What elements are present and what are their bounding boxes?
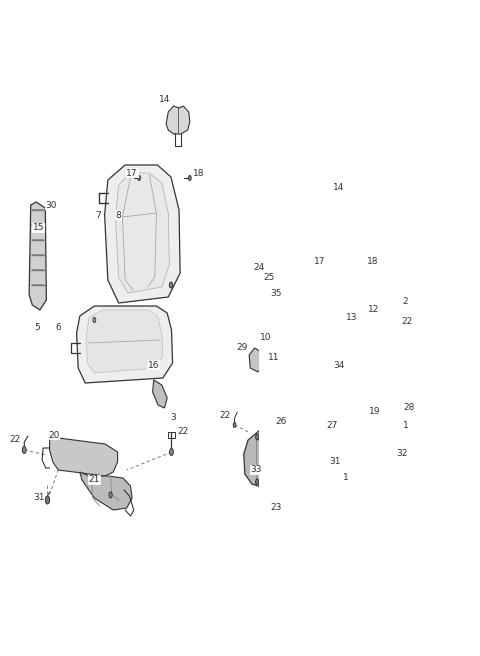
Polygon shape [332,182,353,208]
Text: 14: 14 [333,184,344,192]
Polygon shape [409,412,420,432]
Text: 20: 20 [48,430,60,440]
Polygon shape [374,315,385,336]
Polygon shape [29,202,47,310]
Text: 22: 22 [220,411,231,419]
Circle shape [189,176,191,180]
Polygon shape [262,494,290,518]
Text: 3: 3 [171,413,177,422]
Text: 1: 1 [343,474,349,483]
Circle shape [261,489,265,495]
Text: 35: 35 [270,289,282,298]
Text: 19: 19 [369,407,381,417]
Text: 6: 6 [55,323,61,333]
Circle shape [93,318,96,323]
Text: 30: 30 [46,201,57,209]
Polygon shape [115,173,169,293]
Text: 31: 31 [33,493,45,502]
Circle shape [256,479,259,485]
Circle shape [409,327,412,333]
Circle shape [233,422,236,428]
Circle shape [408,441,410,447]
Text: 5: 5 [34,323,39,333]
Polygon shape [166,106,190,134]
Polygon shape [283,367,355,427]
Text: 21: 21 [89,476,100,485]
Polygon shape [275,276,292,300]
Text: 29: 29 [236,344,247,352]
Text: 7: 7 [95,211,101,220]
Text: 24: 24 [253,264,264,272]
Polygon shape [332,182,354,209]
Circle shape [23,447,26,453]
Circle shape [340,464,345,472]
Text: 27: 27 [326,420,337,430]
Text: 16: 16 [148,361,159,369]
Text: 22: 22 [402,318,413,327]
Polygon shape [312,238,359,356]
Text: 18: 18 [368,258,379,266]
Circle shape [374,266,377,270]
Text: 34: 34 [333,361,344,369]
Polygon shape [302,230,369,368]
Polygon shape [273,363,364,437]
Circle shape [138,176,141,180]
Circle shape [402,457,405,462]
Text: 14: 14 [159,96,170,104]
Text: 13: 13 [346,314,358,323]
Polygon shape [249,348,263,372]
Polygon shape [49,435,118,476]
Text: 12: 12 [368,306,379,314]
Circle shape [304,479,307,485]
Text: 18: 18 [192,169,204,178]
Circle shape [169,449,173,455]
Text: 15: 15 [33,224,45,232]
Polygon shape [244,430,319,490]
Circle shape [326,266,329,270]
Circle shape [256,434,259,440]
Polygon shape [345,364,354,382]
Polygon shape [153,380,167,408]
Circle shape [109,492,112,498]
Text: 28: 28 [403,403,414,413]
Text: 26: 26 [276,417,287,426]
Text: 17: 17 [313,258,325,266]
Circle shape [265,276,268,281]
Text: 8: 8 [116,211,121,220]
Text: 25: 25 [263,274,274,283]
Text: 2: 2 [403,298,408,306]
Text: 10: 10 [260,333,271,342]
Polygon shape [77,306,173,383]
Polygon shape [360,415,400,462]
Circle shape [304,434,307,440]
Polygon shape [86,310,163,373]
Text: 32: 32 [396,449,408,459]
Circle shape [45,496,49,504]
Text: 23: 23 [270,504,282,512]
Text: 31: 31 [330,457,341,466]
Text: 1: 1 [403,420,408,430]
Polygon shape [105,165,180,303]
Text: 11: 11 [268,354,280,363]
Polygon shape [80,472,132,510]
Polygon shape [335,426,356,456]
Text: 17: 17 [126,169,138,178]
Text: 33: 33 [251,466,262,474]
Polygon shape [400,302,411,325]
Circle shape [169,282,173,288]
Text: 22: 22 [10,436,21,445]
Text: 22: 22 [178,428,189,436]
Circle shape [359,343,362,349]
